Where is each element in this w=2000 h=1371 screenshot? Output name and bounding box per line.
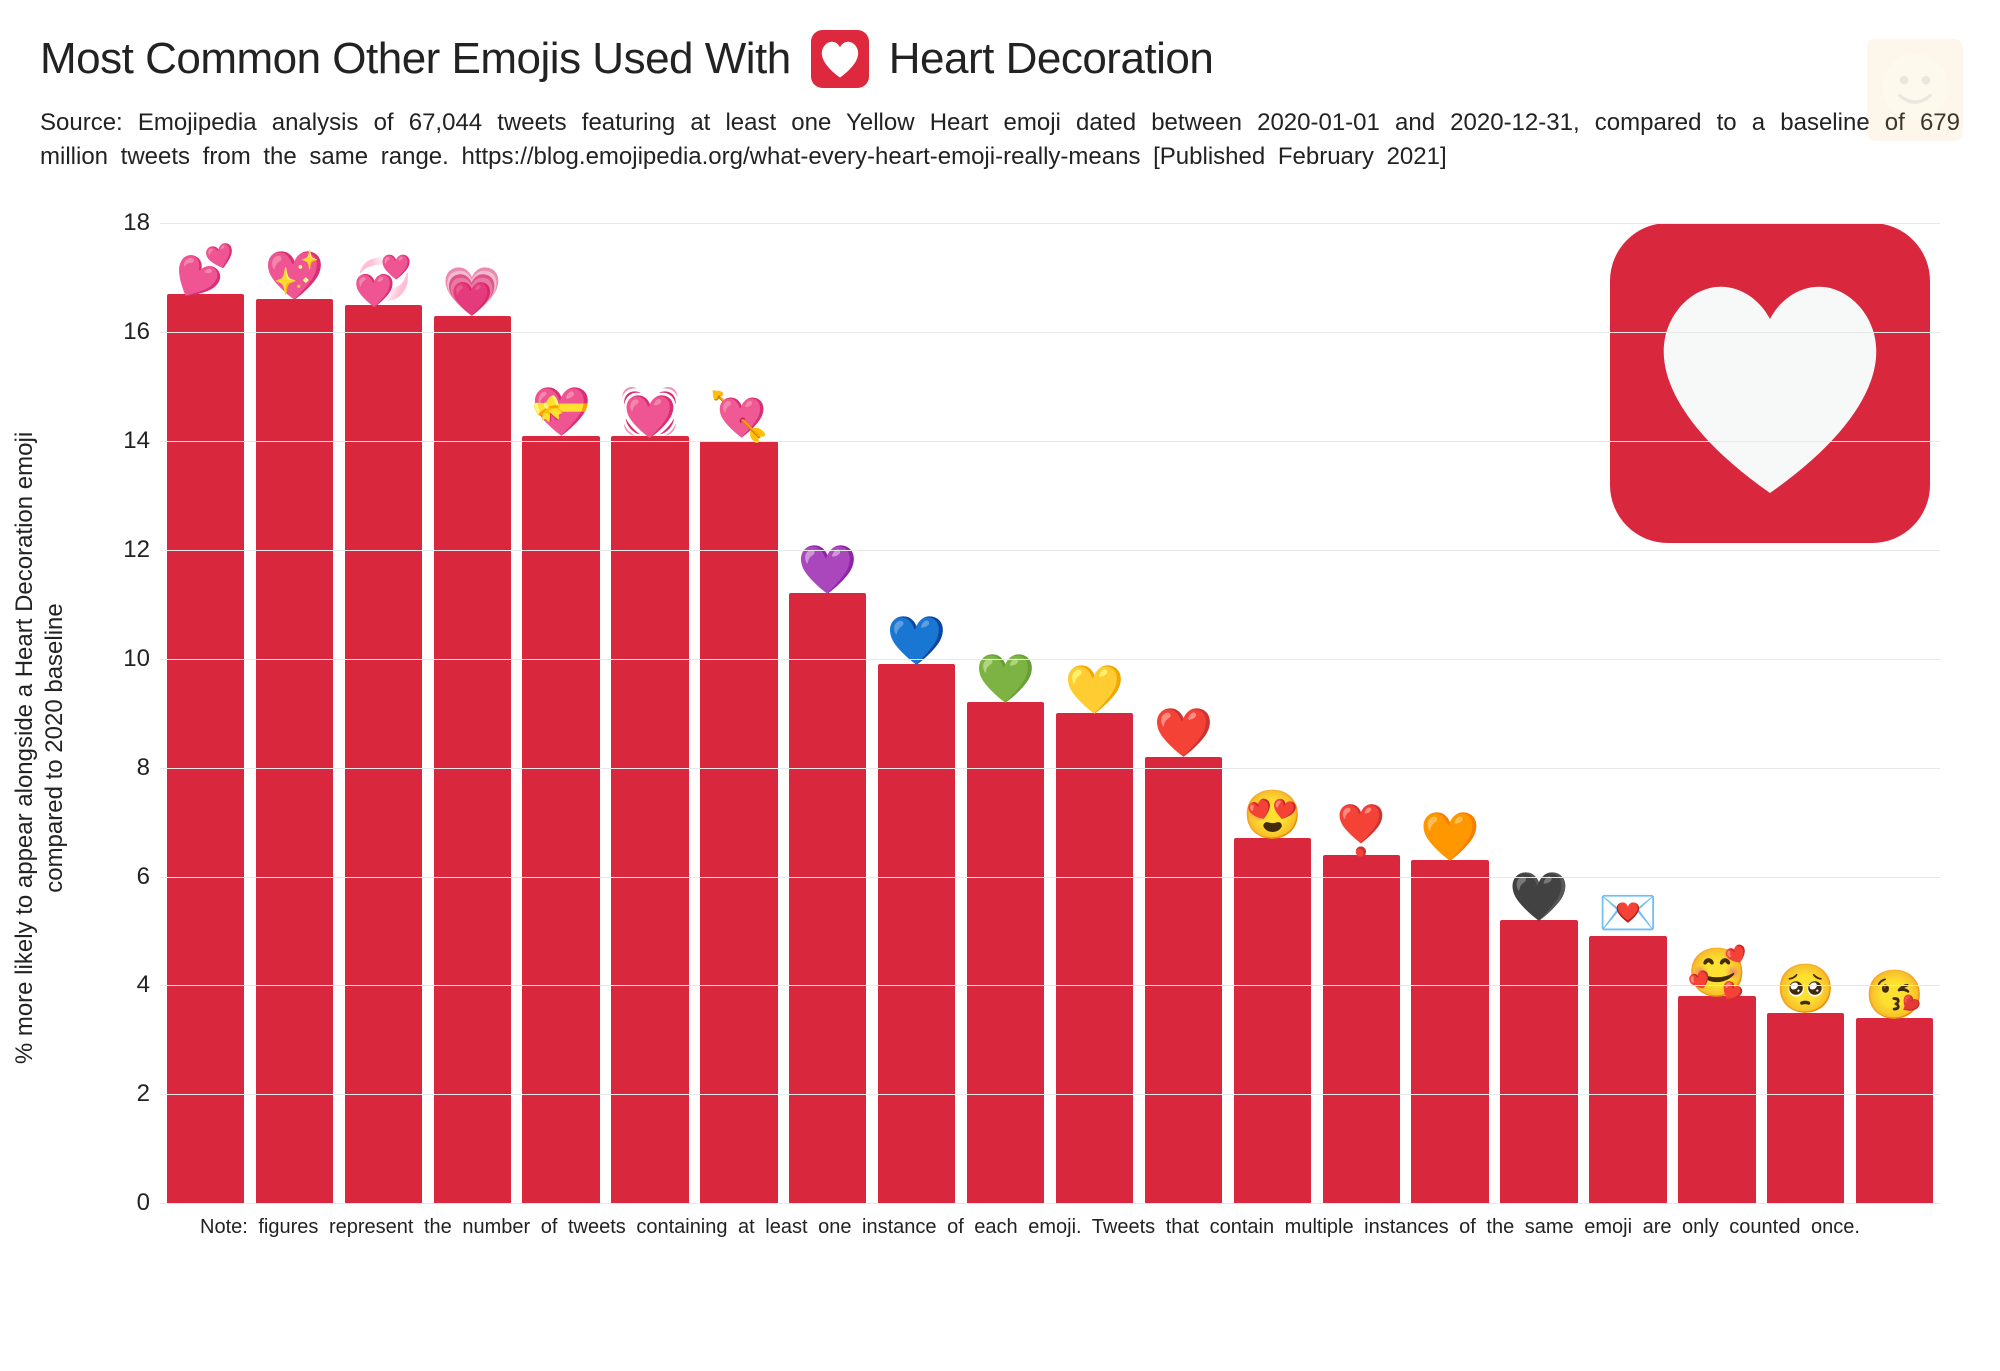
bar-heart-exclamation: ❣️ [1322,223,1401,1203]
heart-eyes-icon: 😍 [1242,784,1302,844]
red-heart-icon: ❤️ [1153,703,1213,763]
bar-yellow-heart: 💛 [1055,223,1134,1203]
hero-heart-decoration-icon [1610,223,1930,543]
yellow-heart-icon: 💛 [1065,659,1125,719]
love-letter-icon: 💌 [1598,882,1658,942]
sparkling-heart-icon: 💖 [264,245,324,305]
bar-beating-heart: 💓 [611,223,690,1203]
bar [1856,1018,1933,1203]
pleading-face-icon: 🥺 [1776,959,1836,1019]
heart-with-arrow-icon: 💘 [709,387,769,447]
y-tick-label: 12 [105,536,150,564]
y-tick-label: 16 [105,318,150,346]
gridline [160,985,1940,986]
bar-heart-eyes: 😍 [1233,223,1312,1203]
bar [967,702,1044,1203]
gridline [160,441,1940,442]
gridline [160,768,1940,769]
y-tick-label: 0 [105,1189,150,1217]
bar-purple-heart: 💜 [788,223,867,1203]
bar-heart-with-arrow: 💘 [699,223,778,1203]
y-tick-label: 2 [105,1080,150,1108]
purple-heart-icon: 💜 [798,539,858,599]
bar-red-heart: ❤️ [1144,223,1223,1203]
gridline [160,223,1940,224]
bar-growing-heart: 💗 [433,223,512,1203]
y-tick-label: 8 [105,754,150,782]
y-axis-label: % more likely to appear alongside a Hear… [10,398,70,1098]
beating-heart-icon: 💓 [620,382,680,442]
bar [1767,1013,1844,1204]
bar [700,441,777,1203]
bar [345,305,422,1203]
bar [1323,855,1400,1203]
gridline [160,877,1940,878]
gridline [160,1203,1940,1204]
gridline [160,550,1940,551]
plot-area: 💕💖💞💗💝💓💘💜💙💚💛❤️😍❣️🧡🖤💌🥰🥺😘 024681012141618 [160,223,1940,1203]
title-row: Most Common Other Emojis Used With Heart… [40,30,1960,88]
bar-green-heart: 💚 [966,223,1045,1203]
footnote: Note: figures represent the number of tw… [200,1216,1920,1239]
gridline [160,332,1940,333]
bar [167,294,244,1203]
bar [1678,996,1755,1203]
smiling-face-hearts-icon: 🥰 [1687,942,1747,1002]
title-heart-decoration-icon [811,30,869,88]
heart-exclamation-icon: ❣️ [1331,801,1391,861]
bar [1056,713,1133,1203]
bar [256,299,333,1203]
bar [1411,860,1488,1203]
emojipedia-watermark [1860,30,1970,150]
black-heart-icon: 🖤 [1509,866,1569,926]
y-tick-label: 14 [105,427,150,455]
bar-sparkling-heart: 💖 [255,223,334,1203]
bar [1500,920,1577,1203]
title-post: Heart Decoration [889,34,1214,84]
bar-black-heart: 🖤 [1500,223,1579,1203]
chart: % more likely to appear alongside a Hear… [40,223,1960,1273]
y-tick-label: 6 [105,863,150,891]
orange-heart-icon: 🧡 [1420,806,1480,866]
bar-orange-heart: 🧡 [1411,223,1490,1203]
heart-with-ribbon-icon: 💝 [531,382,591,442]
face-blowing-kiss-icon: 😘 [1865,964,1925,1024]
bar [1589,936,1666,1203]
y-tick-label: 10 [105,645,150,673]
y-tick-label: 4 [105,971,150,999]
bar [434,316,511,1203]
two-hearts-icon: 💕 [175,240,235,300]
blue-heart-icon: 💙 [887,610,947,670]
title-pre: Most Common Other Emojis Used With [40,34,791,84]
bar-heart-with-ribbon: 💝 [522,223,601,1203]
green-heart-icon: 💚 [976,648,1036,708]
bar-revolving-hearts: 💞 [344,223,423,1203]
bar [878,664,955,1203]
revolving-hearts-icon: 💞 [353,251,413,311]
bar [1145,757,1222,1203]
gridline [160,659,1940,660]
bar-blue-heart: 💙 [877,223,956,1203]
bar-two-hearts: 💕 [166,223,245,1203]
bar [1234,838,1311,1203]
y-tick-label: 18 [105,209,150,237]
source-text: Source: Emojipedia analysis of 67,044 tw… [40,106,1960,173]
bar [789,593,866,1203]
gridline [160,1094,1940,1095]
growing-heart-icon: 💗 [442,262,502,322]
